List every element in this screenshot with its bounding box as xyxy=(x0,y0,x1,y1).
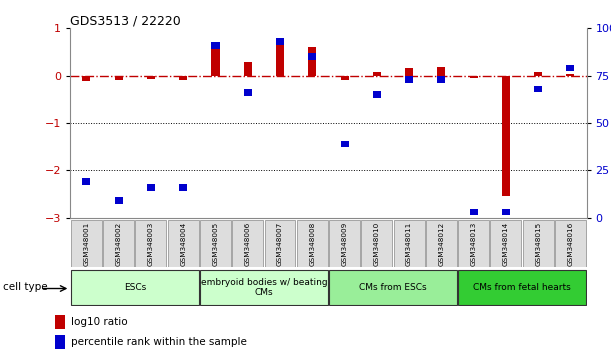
Text: GSM348011: GSM348011 xyxy=(406,221,412,266)
Bar xyxy=(566,74,574,76)
Text: CMs from ESCs: CMs from ESCs xyxy=(359,283,426,292)
Text: log10 ratio: log10 ratio xyxy=(70,318,127,327)
Bar xyxy=(147,184,155,191)
Bar xyxy=(534,72,542,76)
Bar xyxy=(244,62,252,76)
Text: GSM348004: GSM348004 xyxy=(180,221,186,266)
Text: GSM348014: GSM348014 xyxy=(503,221,509,266)
Bar xyxy=(470,76,478,78)
Bar xyxy=(147,76,155,79)
Text: cell type: cell type xyxy=(3,282,48,292)
Bar xyxy=(470,209,478,215)
Text: GSM348015: GSM348015 xyxy=(535,221,541,266)
FancyBboxPatch shape xyxy=(167,220,199,267)
Text: GSM348010: GSM348010 xyxy=(374,221,380,266)
Bar xyxy=(405,76,413,83)
FancyBboxPatch shape xyxy=(329,270,457,306)
Text: GSM348007: GSM348007 xyxy=(277,221,283,266)
Text: GSM348003: GSM348003 xyxy=(148,221,154,266)
Bar xyxy=(566,65,574,72)
Bar xyxy=(115,197,123,204)
FancyBboxPatch shape xyxy=(200,220,231,267)
FancyBboxPatch shape xyxy=(232,220,263,267)
FancyBboxPatch shape xyxy=(426,220,457,267)
Text: GSM348001: GSM348001 xyxy=(83,221,89,266)
FancyBboxPatch shape xyxy=(200,270,327,306)
Text: GSM348008: GSM348008 xyxy=(309,221,315,266)
Text: GSM348005: GSM348005 xyxy=(213,221,219,266)
Bar xyxy=(340,76,349,80)
Bar xyxy=(405,68,413,76)
FancyBboxPatch shape xyxy=(71,220,102,267)
Bar xyxy=(373,91,381,98)
FancyBboxPatch shape xyxy=(361,220,392,267)
Bar xyxy=(373,72,381,76)
Bar xyxy=(82,178,90,185)
Text: ESCs: ESCs xyxy=(123,283,146,292)
FancyBboxPatch shape xyxy=(297,220,327,267)
FancyBboxPatch shape xyxy=(393,220,425,267)
FancyBboxPatch shape xyxy=(491,220,521,267)
Text: GSM348009: GSM348009 xyxy=(342,221,348,266)
FancyBboxPatch shape xyxy=(329,220,360,267)
Bar xyxy=(276,42,284,76)
Bar xyxy=(211,42,219,49)
FancyBboxPatch shape xyxy=(265,220,296,267)
FancyBboxPatch shape xyxy=(458,220,489,267)
Bar xyxy=(244,90,252,96)
Text: GDS3513 / 22220: GDS3513 / 22220 xyxy=(70,14,181,27)
FancyBboxPatch shape xyxy=(522,220,554,267)
FancyBboxPatch shape xyxy=(458,270,586,306)
Bar xyxy=(340,141,349,147)
FancyBboxPatch shape xyxy=(136,220,166,267)
Bar xyxy=(308,47,316,76)
Bar xyxy=(502,209,510,215)
Bar xyxy=(502,76,510,196)
FancyBboxPatch shape xyxy=(71,270,199,306)
Bar xyxy=(211,46,219,76)
Bar xyxy=(179,76,187,80)
Bar xyxy=(55,335,65,348)
Text: GSM348012: GSM348012 xyxy=(438,221,444,266)
Text: GSM348016: GSM348016 xyxy=(568,221,574,266)
Bar xyxy=(437,76,445,83)
Bar xyxy=(115,76,123,80)
Text: percentile rank within the sample: percentile rank within the sample xyxy=(70,337,246,347)
Text: GSM348006: GSM348006 xyxy=(245,221,251,266)
Bar xyxy=(82,76,90,81)
Bar xyxy=(55,315,65,329)
Bar xyxy=(534,86,542,92)
Bar xyxy=(179,184,187,191)
FancyBboxPatch shape xyxy=(555,220,586,267)
Bar xyxy=(276,38,284,45)
Text: GSM348013: GSM348013 xyxy=(470,221,477,266)
FancyBboxPatch shape xyxy=(103,220,134,267)
Text: GSM348002: GSM348002 xyxy=(115,221,122,266)
Text: embryoid bodies w/ beating
CMs: embryoid bodies w/ beating CMs xyxy=(200,278,327,297)
Bar xyxy=(308,53,316,60)
Bar xyxy=(437,67,445,76)
Text: CMs from fetal hearts: CMs from fetal hearts xyxy=(473,283,571,292)
